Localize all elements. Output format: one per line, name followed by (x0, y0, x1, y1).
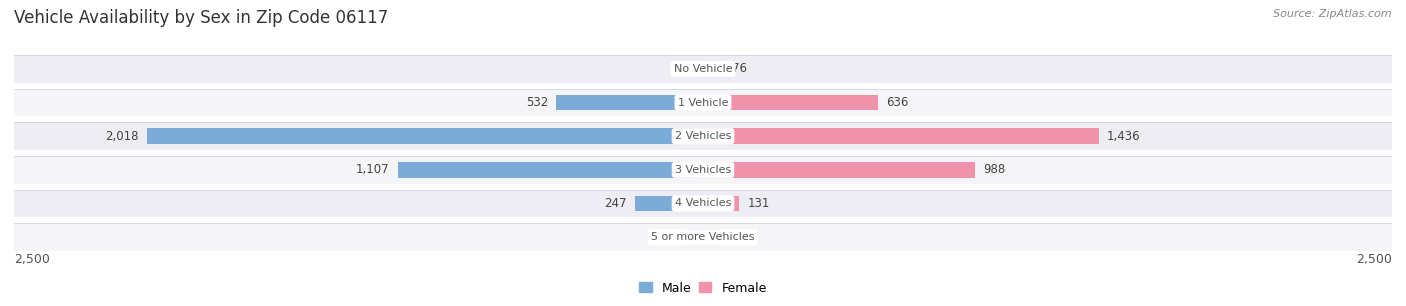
Text: 2,500: 2,500 (1355, 252, 1392, 266)
Legend: Male, Female: Male, Female (634, 277, 772, 300)
Bar (703, 95, 879, 110)
Bar (636, 196, 703, 211)
Text: 2,018: 2,018 (105, 130, 139, 143)
Bar (14, 223, 1392, 251)
Text: 131: 131 (748, 197, 769, 210)
Bar (703, 61, 724, 76)
Bar (703, 196, 740, 211)
Bar (14, 89, 1392, 116)
Text: 532: 532 (526, 96, 548, 109)
Bar (557, 95, 703, 110)
Text: 247: 247 (605, 197, 627, 210)
Text: 61: 61 (728, 231, 744, 244)
Text: 2 Vehicles: 2 Vehicles (675, 131, 731, 141)
Text: 74: 74 (659, 231, 675, 244)
Bar (703, 129, 1098, 144)
Bar (14, 156, 1392, 184)
Bar (14, 55, 1392, 83)
Text: Source: ZipAtlas.com: Source: ZipAtlas.com (1274, 9, 1392, 19)
Text: 1 Vehicle: 1 Vehicle (678, 98, 728, 107)
Bar (14, 122, 1392, 150)
Text: 5 or more Vehicles: 5 or more Vehicles (651, 232, 755, 242)
Bar (703, 230, 720, 245)
Text: No Vehicle: No Vehicle (673, 64, 733, 74)
Text: Vehicle Availability by Sex in Zip Code 06117: Vehicle Availability by Sex in Zip Code … (14, 9, 388, 27)
Bar (398, 162, 703, 177)
Text: 3 Vehicles: 3 Vehicles (675, 165, 731, 175)
Text: 4 Vehicles: 4 Vehicles (675, 199, 731, 208)
Text: 2,500: 2,500 (14, 252, 51, 266)
Bar (146, 129, 703, 144)
Text: 1,107: 1,107 (356, 163, 389, 176)
Bar (14, 190, 1392, 217)
Bar (682, 230, 703, 245)
Bar (703, 162, 976, 177)
Text: 636: 636 (887, 96, 908, 109)
Text: 1,436: 1,436 (1107, 130, 1140, 143)
Text: 0: 0 (688, 62, 695, 75)
Text: 988: 988 (984, 163, 1005, 176)
Text: 76: 76 (733, 62, 747, 75)
